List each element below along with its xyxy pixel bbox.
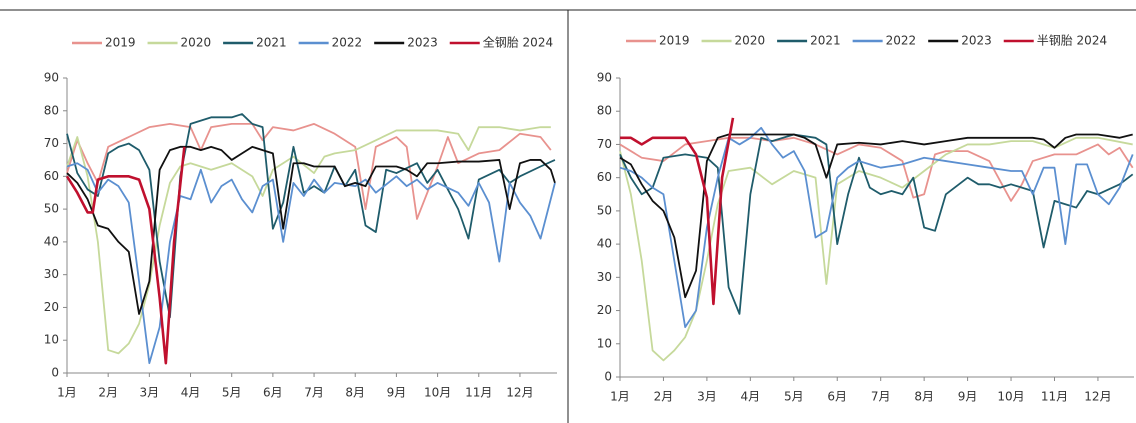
legend-label: 全钢胎 2024 [483,35,553,50]
series-line [619,136,1133,362]
x-tick-label: 3月 [697,390,717,404]
x-tick-label: 12月 [506,386,533,400]
x-tick-label: 8月 [914,390,934,404]
x-tick-label: 7月 [871,390,891,404]
y-tick-label: 30 [597,270,612,284]
legend-label: 2019 [105,36,136,50]
legend-label: 2020 [181,36,212,50]
y-tick-label: 20 [597,303,612,317]
x-tick-label: 9月 [387,386,407,400]
x-tick-label: 10月 [424,386,451,400]
y-tick-label: 70 [44,136,59,150]
legend-label: 2023 [407,36,438,50]
y-tick-label: 0 [51,366,59,380]
series-line [66,145,556,315]
x-tick-label: 10月 [997,390,1024,404]
y-tick-label: 40 [597,237,612,251]
y-tick-label: 60 [44,169,59,183]
y-tick-label: 60 [597,170,612,184]
y-tick-label: 30 [44,267,59,281]
x-tick-label: 11月 [465,386,492,400]
legend-label: 半钢胎 2024 [1037,34,1107,48]
y-tick-label: 10 [44,333,59,347]
series-line [619,126,1134,329]
x-tick-label: 6月 [263,386,283,400]
x-tick-label: 6月 [827,390,847,404]
y-tick-label: 70 [597,137,612,151]
legend-label: 2019 [659,34,690,48]
y-tick-label: 90 [597,71,612,85]
x-tick-label: 4月 [181,386,201,400]
x-tick-label: 2月 [98,386,118,400]
series-line [66,122,552,220]
y-tick-label: 80 [44,103,59,117]
y-tick-label: 10 [597,336,612,350]
series-line [65,146,186,365]
series-line [619,136,1134,202]
y-tick-label: 20 [44,300,59,314]
x-tick-label: 8月 [345,386,365,400]
x-tick-label: 1月 [610,390,630,404]
series-line [619,133,1133,299]
series-line [66,162,556,365]
y-tick-label: 90 [44,71,59,85]
legend-label: 2022 [332,36,363,50]
legend-label: 2021 [810,34,841,48]
x-tick-label: 7月 [304,386,324,400]
series-line [66,113,556,319]
series-line [620,117,735,306]
y-tick-label: 0 [604,370,612,384]
y-tick-label: 50 [597,203,612,217]
x-tick-label: 1月 [57,386,77,400]
legend-label: 2022 [886,34,917,48]
y-tick-label: 40 [44,234,59,248]
x-tick-label: 2月 [654,390,674,404]
legend-label: 2020 [735,34,766,48]
x-tick-label: 5月 [784,390,804,404]
x-tick-label: 4月 [741,390,761,404]
legend-label: 2023 [961,34,992,48]
y-tick-label: 80 [597,104,612,118]
y-tick-label: 50 [44,202,59,216]
x-tick-label: 9月 [958,390,978,404]
x-tick-label: 3月 [140,386,160,400]
series-line [619,133,1134,315]
legend-label: 2021 [256,36,287,50]
x-tick-label: 12月 [1084,390,1111,404]
x-tick-label: 11月 [1041,390,1068,404]
x-tick-label: 5月 [222,386,242,400]
